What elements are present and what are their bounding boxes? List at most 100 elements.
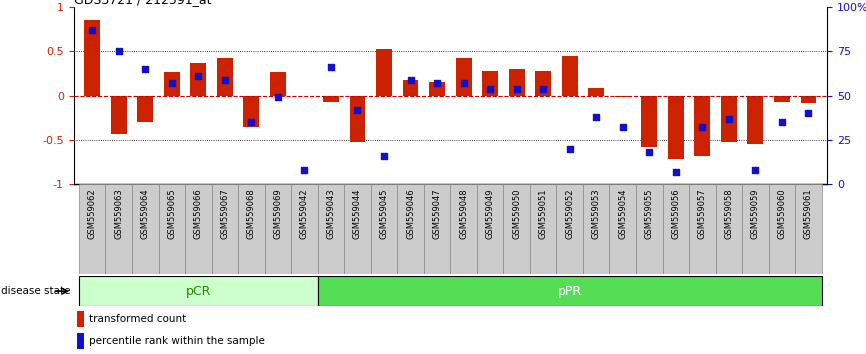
Bar: [774, 96, 790, 102]
Bar: [270, 72, 286, 96]
Point: [324, 64, 338, 70]
Point: [589, 114, 603, 120]
Bar: [371, 184, 397, 274]
Text: GSM559054: GSM559054: [618, 189, 627, 239]
Point: [536, 86, 550, 91]
Point: [802, 110, 816, 116]
Text: GSM559059: GSM559059: [751, 189, 759, 239]
Point: [404, 77, 417, 82]
Point: [456, 80, 470, 86]
Point: [669, 169, 682, 175]
Text: GSM559065: GSM559065: [167, 189, 177, 239]
Point: [775, 119, 789, 125]
Bar: [403, 80, 418, 96]
Bar: [344, 184, 371, 274]
Text: GSM559061: GSM559061: [804, 189, 813, 239]
Text: GSM559042: GSM559042: [300, 189, 309, 239]
Text: GDS3721 / 212591_at: GDS3721 / 212591_at: [74, 0, 211, 6]
Bar: [423, 184, 450, 274]
Point: [483, 86, 497, 91]
Point: [139, 66, 152, 72]
Text: pCR: pCR: [185, 285, 211, 298]
Bar: [185, 184, 211, 274]
Text: GSM559053: GSM559053: [591, 189, 601, 239]
Bar: [79, 184, 106, 274]
Bar: [795, 184, 822, 274]
Bar: [191, 63, 206, 96]
Bar: [318, 276, 822, 306]
Bar: [158, 184, 185, 274]
Bar: [350, 96, 365, 142]
Bar: [238, 184, 265, 274]
Bar: [742, 184, 769, 274]
Point: [191, 73, 205, 79]
Bar: [721, 96, 737, 142]
Bar: [376, 48, 392, 96]
Bar: [530, 184, 557, 274]
Bar: [482, 71, 498, 96]
Text: GSM559068: GSM559068: [247, 189, 255, 239]
Point: [748, 167, 762, 173]
Bar: [450, 184, 477, 274]
Bar: [588, 88, 604, 96]
Bar: [106, 184, 132, 274]
Bar: [77, 333, 84, 349]
Bar: [769, 184, 795, 274]
Point: [85, 27, 99, 33]
Text: GSM559043: GSM559043: [326, 189, 335, 239]
Text: percentile rank within the sample: percentile rank within the sample: [88, 336, 264, 346]
Point: [112, 48, 126, 54]
Bar: [508, 69, 525, 96]
Bar: [243, 96, 259, 126]
Bar: [668, 96, 684, 159]
Point: [510, 86, 524, 91]
Bar: [211, 184, 238, 274]
Text: GSM559057: GSM559057: [698, 189, 707, 239]
Text: GSM559049: GSM559049: [486, 189, 494, 239]
Bar: [323, 96, 339, 102]
Bar: [695, 96, 710, 156]
Text: GSM559063: GSM559063: [114, 189, 123, 239]
Bar: [562, 56, 578, 96]
Bar: [265, 184, 291, 274]
Bar: [477, 184, 503, 274]
Bar: [132, 184, 158, 274]
Text: GSM559046: GSM559046: [406, 189, 415, 239]
Bar: [138, 96, 153, 122]
Bar: [291, 184, 318, 274]
Bar: [636, 184, 662, 274]
Text: GSM559067: GSM559067: [220, 189, 229, 239]
Bar: [615, 96, 630, 97]
Point: [616, 125, 630, 130]
Bar: [111, 96, 126, 133]
Text: GSM559056: GSM559056: [671, 189, 681, 239]
Bar: [84, 20, 100, 96]
Text: GSM559060: GSM559060: [778, 189, 786, 239]
Bar: [642, 96, 657, 147]
Bar: [689, 184, 715, 274]
Bar: [583, 184, 610, 274]
Point: [271, 95, 285, 100]
Bar: [503, 184, 530, 274]
Point: [218, 77, 232, 82]
Point: [643, 149, 656, 155]
Text: pPR: pPR: [558, 285, 582, 298]
Text: GSM559051: GSM559051: [539, 189, 547, 239]
Bar: [456, 57, 472, 96]
Text: disease state: disease state: [1, 286, 70, 296]
Text: GSM559052: GSM559052: [565, 189, 574, 239]
Text: GSM559069: GSM559069: [274, 189, 282, 239]
Text: GSM559058: GSM559058: [724, 189, 734, 239]
Point: [351, 107, 365, 113]
Point: [722, 116, 736, 121]
Bar: [164, 72, 180, 96]
Point: [298, 167, 312, 173]
Bar: [610, 184, 636, 274]
Point: [563, 146, 577, 152]
Bar: [747, 96, 763, 144]
Bar: [77, 311, 84, 327]
Bar: [397, 184, 423, 274]
Text: GSM559044: GSM559044: [353, 189, 362, 239]
Text: transformed count: transformed count: [88, 314, 186, 325]
Text: GSM559062: GSM559062: [87, 189, 97, 239]
